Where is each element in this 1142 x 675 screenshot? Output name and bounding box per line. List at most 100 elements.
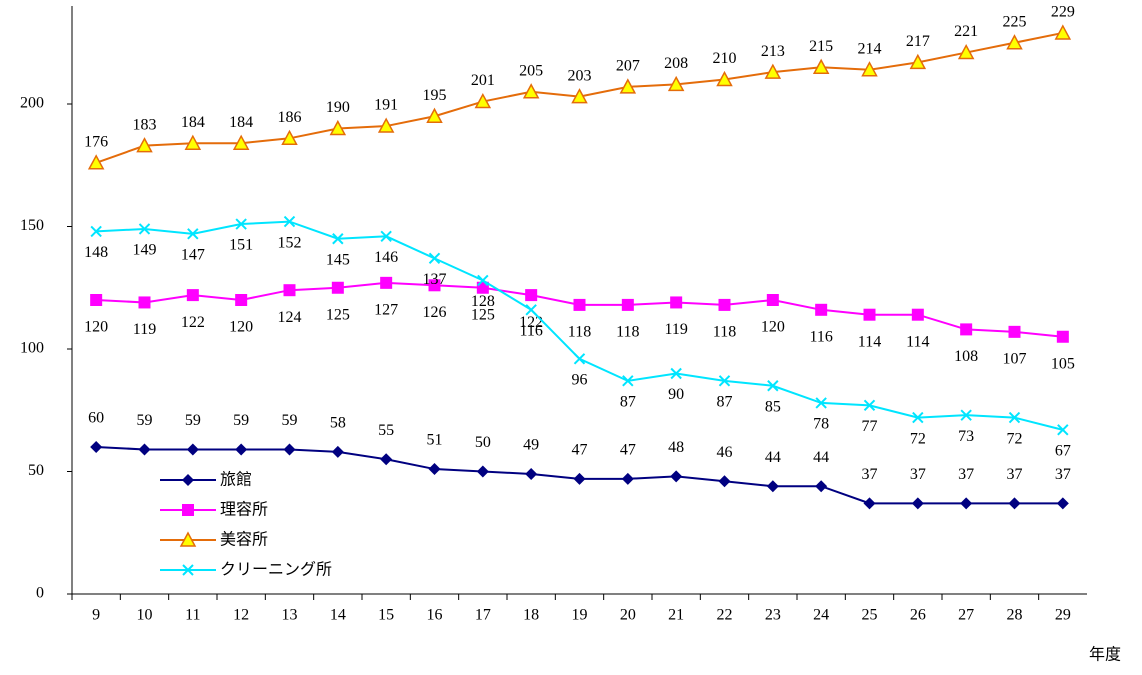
data-label: 59 <box>137 412 153 429</box>
point <box>136 137 153 153</box>
point <box>283 215 296 228</box>
point <box>235 218 247 230</box>
data-label: 210 <box>713 50 737 67</box>
data-label: 114 <box>858 333 881 350</box>
data-label: 137 <box>423 271 447 288</box>
data-label: 184 <box>181 114 205 131</box>
data-label: 59 <box>233 412 249 429</box>
point <box>428 252 441 265</box>
data-label: 72 <box>1007 430 1023 447</box>
point <box>477 274 489 287</box>
point <box>525 289 538 302</box>
data-label: 128 <box>471 293 495 310</box>
data-label: 118 <box>568 324 591 341</box>
point <box>571 88 588 104</box>
data-label: 87 <box>717 394 733 411</box>
data-label: 190 <box>326 99 350 116</box>
legend-label: クリーニング所 <box>220 560 332 579</box>
data-label: 125 <box>471 306 495 323</box>
point <box>186 443 199 456</box>
data-label: 152 <box>278 234 302 251</box>
data-label: 146 <box>374 249 398 266</box>
point <box>815 397 827 409</box>
point <box>766 480 779 493</box>
data-label: 122 <box>519 314 543 331</box>
point <box>670 367 682 380</box>
point <box>863 399 876 412</box>
x-tick-label: 25 <box>862 607 878 624</box>
data-label: 37 <box>958 466 974 483</box>
point <box>960 497 973 510</box>
x-tick-label: 24 <box>813 607 829 624</box>
point <box>476 465 489 478</box>
data-label: 47 <box>620 442 636 459</box>
point <box>138 296 151 309</box>
point <box>187 228 199 240</box>
point <box>670 470 683 483</box>
legend-label: 美容所 <box>220 530 268 549</box>
data-label: 120 <box>761 319 785 336</box>
point <box>909 53 927 70</box>
data-label: 145 <box>326 251 350 268</box>
data-label: 78 <box>813 416 829 433</box>
data-label: 229 <box>1051 4 1075 21</box>
point <box>474 92 492 109</box>
data-label: 186 <box>278 109 302 126</box>
point <box>911 308 924 321</box>
data-label: 37 <box>1055 466 1071 483</box>
point <box>573 472 586 485</box>
point <box>331 445 344 458</box>
data-label: 60 <box>88 410 104 427</box>
data-label: 207 <box>616 58 640 75</box>
data-label: 149 <box>133 242 157 259</box>
point <box>912 411 924 424</box>
point <box>1054 24 1072 40</box>
data-label: 77 <box>862 418 878 435</box>
x-tick-label: 29 <box>1055 607 1071 624</box>
y-tick-label: 50 <box>28 462 44 479</box>
legend-label: 旅館 <box>220 470 252 489</box>
point <box>329 119 347 136</box>
point <box>90 441 103 453</box>
legend-marker <box>182 564 194 576</box>
data-label: 195 <box>423 87 447 104</box>
point <box>622 375 634 387</box>
x-tick-label: 11 <box>185 607 200 624</box>
x-tick-label: 23 <box>765 607 781 624</box>
point <box>718 298 731 311</box>
data-label: 124 <box>278 309 302 326</box>
legend-marker <box>182 504 194 516</box>
point <box>380 230 392 243</box>
point <box>1008 497 1021 510</box>
data-label: 50 <box>475 434 491 451</box>
data-label: 122 <box>181 314 205 331</box>
data-label: 47 <box>572 442 588 459</box>
point <box>1008 411 1021 424</box>
point <box>767 380 779 392</box>
data-label: 120 <box>229 319 253 336</box>
data-label: 37 <box>862 466 878 483</box>
point <box>764 63 782 79</box>
x-tick-label: 16 <box>427 607 443 624</box>
data-label: 214 <box>858 40 882 57</box>
data-label: 59 <box>185 412 201 429</box>
x-tick-label: 27 <box>958 607 974 624</box>
point <box>960 409 972 421</box>
point <box>426 107 443 123</box>
data-label: 120 <box>84 319 108 336</box>
y-tick-label: 0 <box>36 585 44 602</box>
data-label: 119 <box>133 321 156 338</box>
data-label: 44 <box>765 449 781 466</box>
point <box>766 294 779 306</box>
point <box>377 117 395 133</box>
data-label: 221 <box>954 23 978 40</box>
x-tick-label: 19 <box>572 607 588 624</box>
point <box>87 154 105 170</box>
data-label: 205 <box>519 62 543 79</box>
point <box>525 304 537 316</box>
point <box>90 294 103 306</box>
x-tick-label: 21 <box>668 607 684 624</box>
data-label: 114 <box>906 333 929 350</box>
data-label: 125 <box>326 306 350 323</box>
point <box>232 134 250 150</box>
